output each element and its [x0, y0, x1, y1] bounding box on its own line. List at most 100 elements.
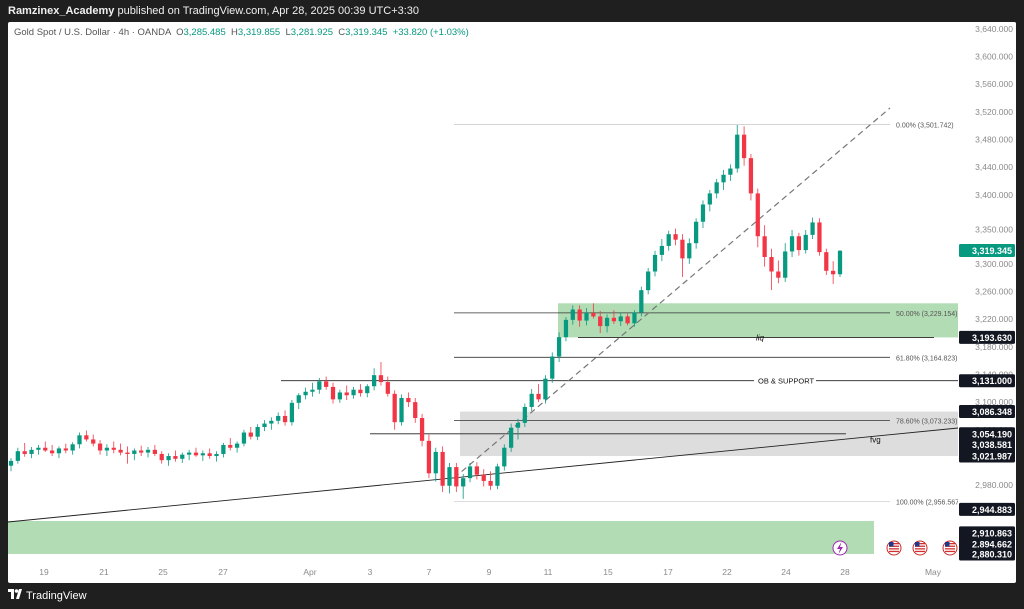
candle-body: [783, 251, 788, 278]
candle-body: [241, 432, 247, 444]
time-tick[interactable]: 19: [39, 567, 49, 577]
candle: [392, 390, 397, 430]
time-tick[interactable]: May: [925, 567, 942, 577]
us-flag-icon[interactable]: [942, 540, 958, 556]
time-tick[interactable]: 21: [99, 567, 109, 577]
high-value: 3,319.855: [237, 27, 281, 38]
price-tag-box: [959, 449, 1015, 463]
candle-body: [378, 375, 384, 383]
price-tick[interactable]: 3,640.000: [975, 24, 1013, 34]
tradingview-logo-icon[interactable]: [8, 589, 22, 601]
price-tick[interactable]: 3,220.000: [975, 314, 1013, 324]
candle-body: [63, 448, 68, 451]
time-tick[interactable]: 27: [218, 567, 228, 577]
time-tick[interactable]: 17: [663, 567, 673, 577]
candle: [84, 430, 89, 442]
candle-body: [317, 381, 322, 390]
candle-body: [248, 432, 253, 437]
candle: [324, 376, 329, 390]
price-tick[interactable]: 3,520.000: [975, 107, 1013, 117]
candle: [330, 382, 336, 404]
time-tick[interactable]: 3: [368, 567, 373, 577]
time-tick[interactable]: Apr: [303, 567, 316, 577]
price-tick[interactable]: 3,480.000: [975, 134, 1013, 144]
price-tick[interactable]: 3,400.000: [975, 190, 1013, 200]
candle: [474, 462, 480, 480]
candle: [303, 387, 308, 400]
candle: [810, 217, 815, 240]
fib-label: 61.80% (3,164.823): [896, 355, 958, 362]
time-tick[interactable]: 9: [487, 567, 492, 577]
candle: [145, 447, 151, 458]
candle: [15, 447, 20, 464]
open-key: O: [176, 27, 184, 38]
chart-panel[interactable]: 0.00% (3,501.742) 50.00% (3,229.154) 61.80…: [8, 22, 1016, 583]
price-tick[interactable]: 3,600.000: [975, 52, 1013, 62]
publisher-name[interactable]: Ramzinex_Academy: [8, 5, 115, 17]
fib-label: 50.00% (3,229.154): [896, 311, 958, 318]
candle: [755, 188, 760, 248]
candle: [694, 218, 699, 249]
us-flag-icon[interactable]: [912, 540, 928, 556]
candle: [351, 386, 356, 399]
flag-canton: [915, 542, 920, 547]
candle-body: [289, 402, 295, 423]
time-tick[interactable]: 22: [722, 567, 732, 577]
price-axis[interactable]: 2,980.0003,020.0003,060.0003,100.0003,14…: [958, 22, 1016, 568]
candle-body: [180, 454, 185, 459]
candle-body: [831, 270, 836, 275]
candle-body: [296, 395, 301, 403]
candle: [659, 239, 664, 262]
time-tick[interactable]: 24: [781, 567, 791, 577]
lightning-icon[interactable]: [832, 540, 848, 556]
time-tick[interactable]: 25: [158, 567, 168, 577]
time-tick[interactable]: 11: [544, 567, 553, 577]
candle-body: [810, 222, 815, 235]
candle-body: [735, 134, 740, 169]
time-axis[interactable]: 19 21 25 27 Apr 3 7 9 11 15 17 22 24 28 May: [39, 567, 942, 577]
time-tick[interactable]: 15: [603, 567, 613, 577]
candle-body: [413, 402, 418, 419]
flag-stripe: [945, 548, 955, 550]
candle-body: [200, 453, 205, 456]
price-tick[interactable]: 2,980.000: [975, 480, 1013, 490]
candle-body: [166, 456, 171, 461]
price-tag-box: [959, 502, 1015, 516]
candle-body: [591, 312, 596, 317]
time-tick[interactable]: 7: [427, 567, 432, 577]
price-chart[interactable]: 0.00% (3,501.742) 50.00% (3,229.154) 61.80…: [8, 22, 1016, 583]
price-tick[interactable]: 3,350.000: [975, 224, 1013, 234]
time-tick[interactable]: 28: [840, 567, 850, 577]
price-tick[interactable]: 3,560.000: [975, 79, 1013, 89]
candle-body: [91, 439, 96, 444]
flag-stripe: [889, 545, 899, 547]
zone-demand: [8, 521, 874, 554]
candle-body: [803, 234, 808, 251]
candle-body: [303, 391, 308, 396]
price-tick[interactable]: 3,260.000: [975, 287, 1013, 297]
candle: [234, 441, 240, 453]
candle-body: [214, 453, 219, 457]
candle-body: [330, 386, 336, 400]
candle: [618, 312, 623, 327]
symbol-title[interactable]: Gold Spot / U.S. Dollar · 4h · OANDA: [14, 27, 171, 38]
price-tick[interactable]: 3,300.000: [975, 259, 1013, 269]
flag-stripe: [889, 548, 899, 550]
candle: [132, 448, 137, 461]
candle: [255, 424, 260, 441]
candle-body: [392, 393, 397, 423]
candle: [159, 451, 164, 464]
publish-header: Ramzinex_Academy published on TradingVie…: [0, 0, 1024, 22]
event-icons[interactable]: [832, 540, 958, 556]
candle: [625, 313, 630, 326]
price-tick[interactable]: 3,440.000: [975, 162, 1013, 172]
price-tag-box: [959, 405, 1015, 419]
price-tick[interactable]: 3,100.000: [975, 397, 1013, 407]
candle: [97, 440, 103, 455]
price-tick[interactable]: 3,180.000: [975, 342, 1013, 352]
us-flag-icon[interactable]: [886, 540, 902, 556]
candle: [111, 441, 116, 454]
brand-name: TradingView: [26, 590, 87, 602]
flag-stripe: [915, 543, 925, 545]
price-tag-label: 2,944.883: [972, 505, 1012, 515]
